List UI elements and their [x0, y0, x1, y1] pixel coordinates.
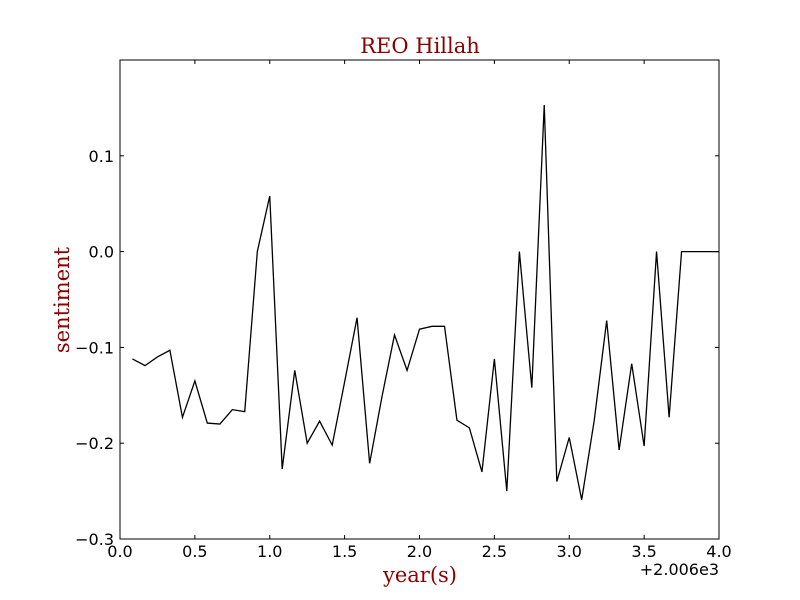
x-tick-label: 4.0: [706, 542, 731, 561]
x-axis-label: year(s): [382, 563, 457, 587]
y-tick-label: −0.2: [75, 434, 114, 453]
y-tick-label: 0.0: [89, 243, 114, 262]
tick-label-layer: 0.0 0.5 1.0 1.5 2.0 2.5 3.0 3.5 4.0 −0.3 −0.2 −0.1 0…: [75, 147, 732, 561]
y-axis-label: sentiment: [50, 246, 74, 353]
y-tick-label: −0.3: [75, 530, 114, 549]
plot-frame: [119, 59, 720, 540]
series-line-1: [132, 105, 719, 500]
series-layer: [132, 105, 719, 500]
x-tick-label: 3.0: [557, 542, 582, 561]
x-tick-label: 0.0: [107, 542, 132, 561]
x-axis-offset-label: +2.006e3: [640, 560, 719, 579]
x-tick-label: 1.0: [257, 542, 282, 561]
x-tick-label: 2.0: [407, 542, 432, 561]
plot-area: [120, 60, 719, 539]
chart-title: REO Hillah: [360, 34, 480, 58]
y-tick-label: 0.1: [89, 147, 114, 166]
y-tick-label: −0.1: [75, 338, 114, 357]
x-tick-label: 0.5: [182, 542, 207, 561]
x-tick-label: 2.5: [482, 542, 507, 561]
x-tick-label: 1.5: [332, 542, 357, 561]
x-tick-label: 3.5: [631, 542, 656, 561]
